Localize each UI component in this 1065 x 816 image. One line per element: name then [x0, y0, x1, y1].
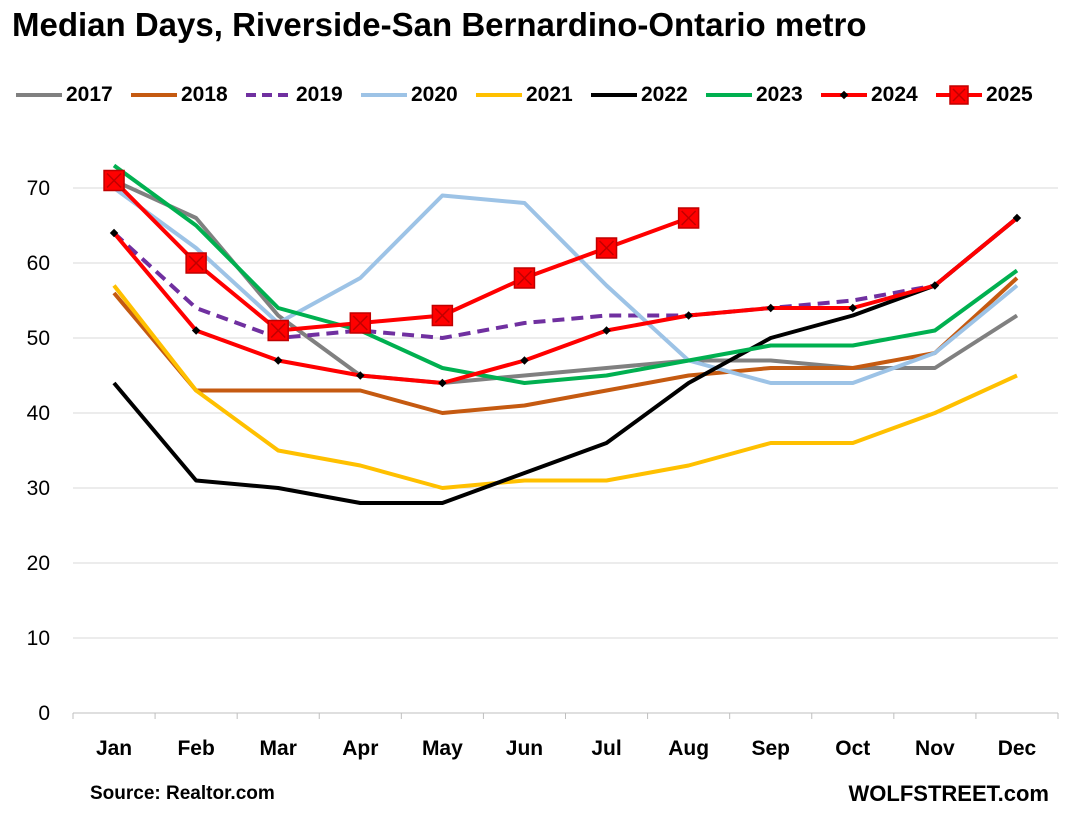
x-tick-label: Jan	[96, 737, 132, 760]
data-point	[103, 169, 125, 192]
legend-label: 2019	[296, 83, 343, 106]
y-tick-label: 40	[27, 402, 50, 425]
series-line-2022	[112, 216, 1019, 505]
series-line-2018	[112, 276, 1019, 415]
x-tick-label: Jun	[506, 737, 543, 760]
series-2025	[103, 169, 700, 342]
legend-label: 2023	[756, 83, 803, 106]
legend-swatch	[16, 93, 62, 97]
data-point	[356, 371, 365, 380]
series-2020	[112, 186, 1019, 385]
series-line-2017	[113, 178, 1019, 385]
series-2017	[113, 178, 1019, 385]
legend-swatch	[131, 93, 177, 97]
y-tick-label: 10	[27, 627, 50, 650]
axes: 0 10 20 30 40 50 60 70 Jan Feb Mar Apr May Jun Jul Aug S…	[27, 177, 1059, 760]
series-2023	[112, 163, 1019, 385]
data-point	[595, 237, 618, 259]
x-tick-label: Jul	[591, 737, 621, 760]
data-point	[273, 356, 283, 365]
x-tick-label: Aug	[668, 737, 709, 760]
y-tick-label: 50	[27, 327, 50, 350]
series-2021	[112, 284, 1018, 490]
legend-swatch	[361, 93, 407, 97]
data-point	[438, 378, 447, 388]
data-point	[185, 252, 207, 274]
data-point	[109, 228, 119, 238]
chart-title: Median Days, Riverside-San Bernardino-On…	[12, 6, 867, 43]
data-point	[930, 281, 940, 290]
data-point	[520, 356, 529, 365]
legend-swatch	[246, 93, 292, 97]
series-line-2024	[112, 216, 1019, 385]
legend-label: 2024	[871, 83, 918, 106]
x-tick-label: Mar	[260, 737, 297, 760]
x-tick-label: Dec	[998, 737, 1037, 760]
legend: 2017 2018 2019 2020 2021 2022 2023 2024 2025	[14, 80, 1054, 110]
x-tick-label: Nov	[915, 737, 955, 760]
y-tick-label: 30	[27, 477, 50, 500]
source-note: Source: Realtor.com	[90, 783, 275, 804]
data-point	[513, 267, 536, 289]
legend-label: 2021	[526, 83, 573, 106]
series-line-2025	[112, 179, 690, 333]
series-2018	[112, 276, 1019, 415]
legend-label: 2022	[641, 83, 688, 106]
legend-swatch	[591, 93, 637, 97]
x-tick-label: Sep	[751, 737, 790, 760]
data-point	[349, 312, 372, 334]
series-line-2023	[112, 163, 1019, 385]
y-tick-label: 20	[27, 552, 50, 575]
data-point	[431, 304, 454, 327]
y-tick-label: 60	[27, 252, 50, 275]
data-point	[191, 326, 201, 335]
data-point	[267, 319, 289, 342]
brand-note: WOLFSTREET.com	[848, 781, 1049, 806]
data-point	[766, 303, 775, 313]
y-tick-label: 70	[27, 177, 50, 200]
series-line-2020	[112, 186, 1019, 385]
legend-label: 2018	[181, 83, 228, 106]
y-tick-label: 0	[38, 702, 50, 725]
series-line-2019	[112, 216, 1019, 340]
x-tick-label: Apr	[342, 737, 378, 760]
legend-swatch	[936, 85, 982, 105]
legend-label: 2025	[986, 83, 1033, 106]
series-line-2021	[112, 284, 1018, 490]
x-tick-label: Feb	[177, 737, 214, 760]
legend-swatch	[821, 90, 867, 100]
x-tick-label: Oct	[835, 737, 870, 760]
series-2022	[112, 216, 1019, 505]
data-point	[848, 303, 858, 313]
legend-label: 2017	[66, 83, 113, 106]
data-point	[677, 207, 700, 229]
legend-label: 2020	[411, 83, 458, 106]
series-2024	[109, 213, 1022, 388]
series-2019	[112, 216, 1019, 340]
legend-swatch	[706, 93, 752, 97]
x-tick-label: May	[422, 737, 463, 760]
data-point	[602, 326, 611, 335]
gridlines	[73, 187, 1058, 639]
series-layer	[103, 163, 1022, 505]
data-point	[684, 311, 693, 320]
legend-swatch	[476, 93, 522, 97]
